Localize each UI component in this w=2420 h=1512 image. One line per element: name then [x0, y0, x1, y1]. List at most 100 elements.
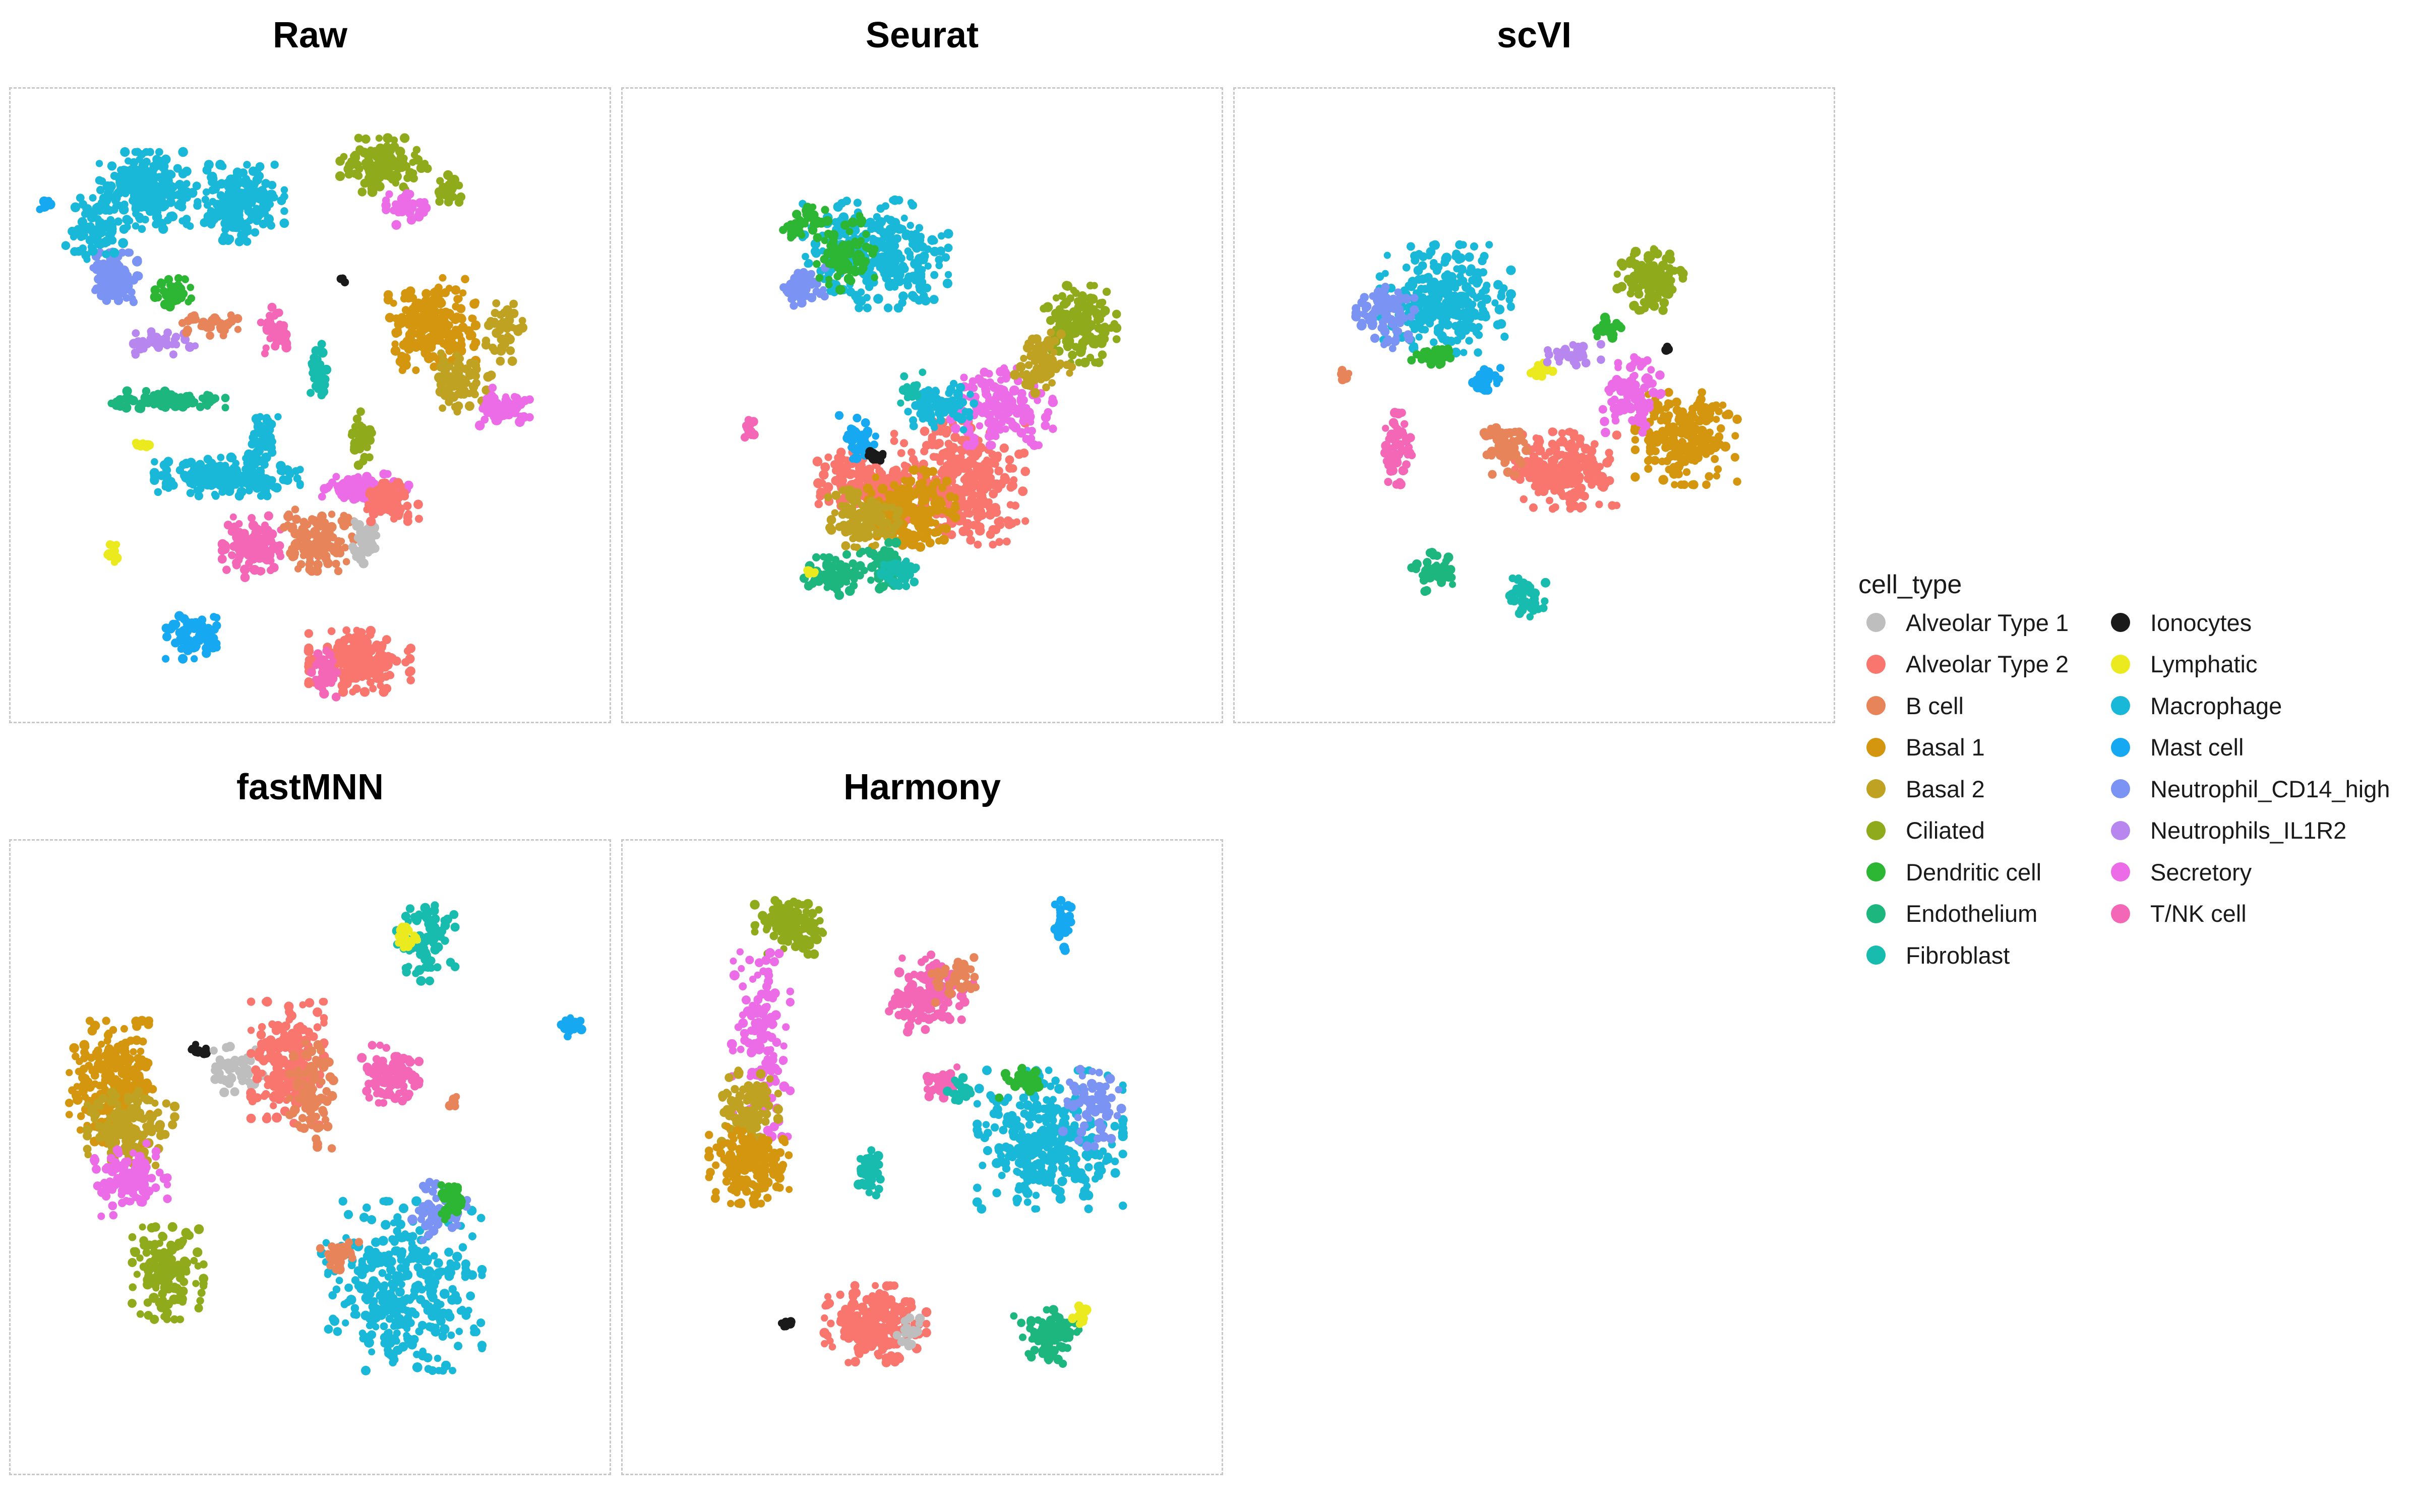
cell-point	[1041, 421, 1050, 430]
cell-point	[318, 492, 326, 501]
cell-point	[867, 225, 876, 233]
cell-point	[167, 477, 175, 485]
cell-point	[448, 192, 456, 200]
cell-point	[437, 349, 445, 357]
cell-point	[1102, 287, 1111, 296]
cell-point	[341, 544, 349, 551]
cell-point	[74, 225, 82, 233]
cluster-macrophage	[177, 160, 289, 246]
cell-point	[240, 573, 250, 582]
cell-point	[844, 240, 853, 248]
cell-point	[1002, 370, 1012, 381]
cell-point	[1080, 357, 1090, 367]
cell-point	[453, 408, 461, 416]
cell-point	[296, 480, 304, 488]
cell-point	[1426, 280, 1436, 290]
cell-point	[1482, 294, 1491, 304]
cell-point	[1097, 338, 1107, 348]
cell-point	[174, 611, 185, 621]
cell-point	[436, 380, 446, 389]
cell-point	[383, 498, 392, 508]
cluster-fibroblast	[307, 340, 332, 400]
cell-point	[121, 402, 132, 413]
cell-point	[980, 367, 989, 377]
cell-point	[1500, 332, 1509, 341]
cell-point	[903, 383, 911, 391]
cell-point	[863, 294, 871, 301]
cell-point	[954, 392, 963, 401]
cell-point	[491, 308, 500, 318]
cell-point	[966, 391, 974, 398]
cell-point	[896, 519, 903, 526]
cell-point	[142, 203, 150, 212]
cell-point	[1030, 388, 1041, 398]
cell-point	[208, 395, 217, 404]
cell-point	[857, 288, 865, 296]
cell-point	[164, 275, 173, 284]
cell-point	[206, 331, 214, 340]
cell-point	[985, 510, 995, 520]
cell-point	[985, 431, 994, 441]
cell-point	[342, 558, 350, 565]
cell-point	[1015, 362, 1026, 372]
cluster-neutrophils-il1r2	[129, 327, 199, 359]
cell-point	[840, 220, 850, 230]
cell-point	[975, 374, 982, 382]
cell-point	[364, 524, 374, 533]
cell-point	[117, 280, 125, 288]
cell-point	[202, 644, 211, 653]
cell-point	[95, 176, 104, 185]
cell-point	[845, 492, 855, 502]
cell-point	[1107, 324, 1115, 332]
cell-point	[970, 433, 979, 443]
cell-point	[848, 217, 858, 228]
cell-point	[258, 567, 266, 575]
cell-point	[304, 679, 314, 688]
cell-point	[96, 218, 105, 227]
panel-scvi	[1233, 87, 1835, 723]
cell-point	[1080, 325, 1091, 335]
cell-point	[1059, 309, 1067, 317]
cell-point	[170, 392, 179, 400]
cell-point	[196, 402, 205, 411]
cell-point	[149, 394, 159, 404]
cell-point	[402, 204, 412, 214]
cell-point	[179, 471, 190, 480]
cell-point	[351, 673, 360, 683]
cell-point	[219, 332, 227, 340]
cell-point	[192, 342, 199, 350]
cell-point	[927, 412, 935, 420]
cell-point	[1383, 251, 1391, 259]
cell-point	[1023, 404, 1031, 411]
cell-point	[893, 506, 903, 516]
cell-point	[808, 579, 817, 588]
cell-point	[217, 200, 225, 208]
cell-point	[276, 552, 285, 560]
cell-point	[490, 412, 499, 421]
cell-point	[389, 491, 398, 500]
cell-point	[900, 372, 909, 381]
cell-point	[288, 522, 297, 532]
cell-point	[425, 333, 436, 343]
cell-point	[220, 545, 230, 554]
cell-point	[820, 286, 827, 293]
cell-point	[1406, 242, 1415, 251]
cell-point	[375, 135, 383, 142]
cell-point	[125, 157, 132, 165]
cell-point	[488, 384, 497, 392]
cell-point	[507, 405, 515, 412]
cell-point	[195, 631, 205, 641]
cell-point	[314, 363, 323, 372]
cell-point	[868, 489, 876, 497]
cell-point	[1088, 337, 1097, 345]
cell-point	[156, 185, 166, 195]
cell-point	[859, 547, 867, 555]
cell-point	[880, 502, 890, 512]
cell-point	[910, 577, 919, 587]
cell-point	[104, 281, 112, 289]
cell-point	[436, 177, 444, 185]
cell-point	[912, 531, 922, 542]
cell-point	[161, 483, 169, 491]
cell-point	[923, 400, 932, 408]
cell-point	[987, 440, 996, 450]
